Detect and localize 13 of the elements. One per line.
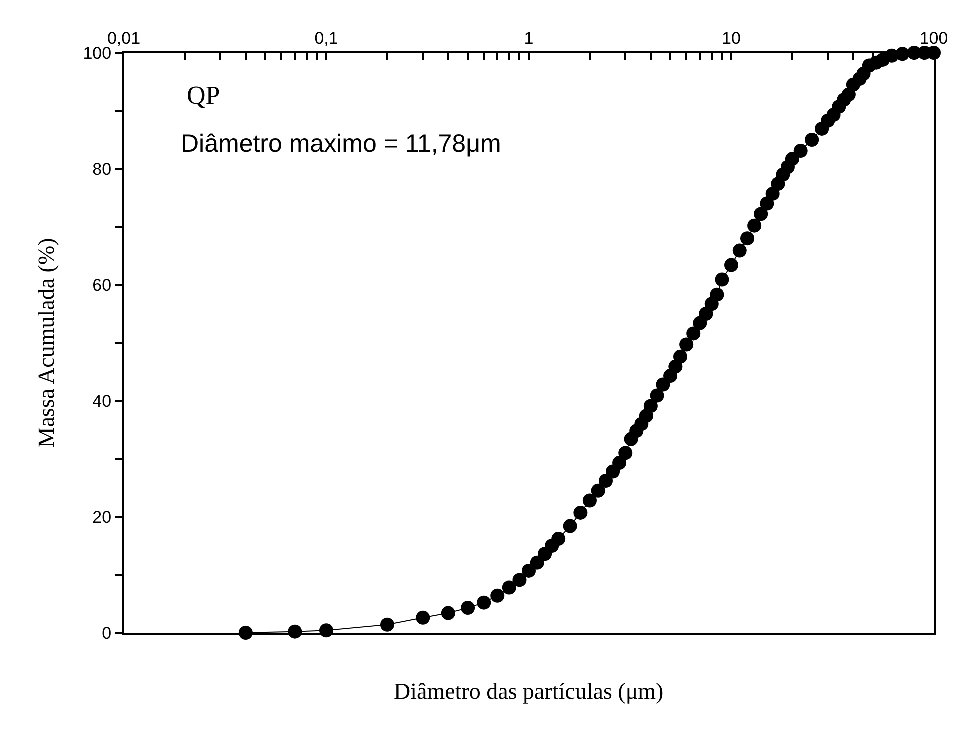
y-axis-title: Massa Acumulada (%) xyxy=(34,238,60,448)
x-tick-label: 10 xyxy=(722,29,741,48)
annotation: Diâmetro maximo = 11,78μm xyxy=(181,130,502,158)
x-tick-label: 0,1 xyxy=(314,29,338,48)
y-tick-label: 0 xyxy=(102,624,112,643)
annotation: QP xyxy=(187,81,220,110)
y-tick-label: 20 xyxy=(92,508,112,527)
y-tick-label: 40 xyxy=(92,392,112,411)
x-axis-title: Diâmetro das partículas (μm) xyxy=(394,679,664,704)
y-tick-label: 80 xyxy=(92,160,112,179)
x-tick-label: 1 xyxy=(524,29,534,48)
y-tick-label: 60 xyxy=(92,276,112,295)
x-tick-label: 100 xyxy=(920,29,948,48)
